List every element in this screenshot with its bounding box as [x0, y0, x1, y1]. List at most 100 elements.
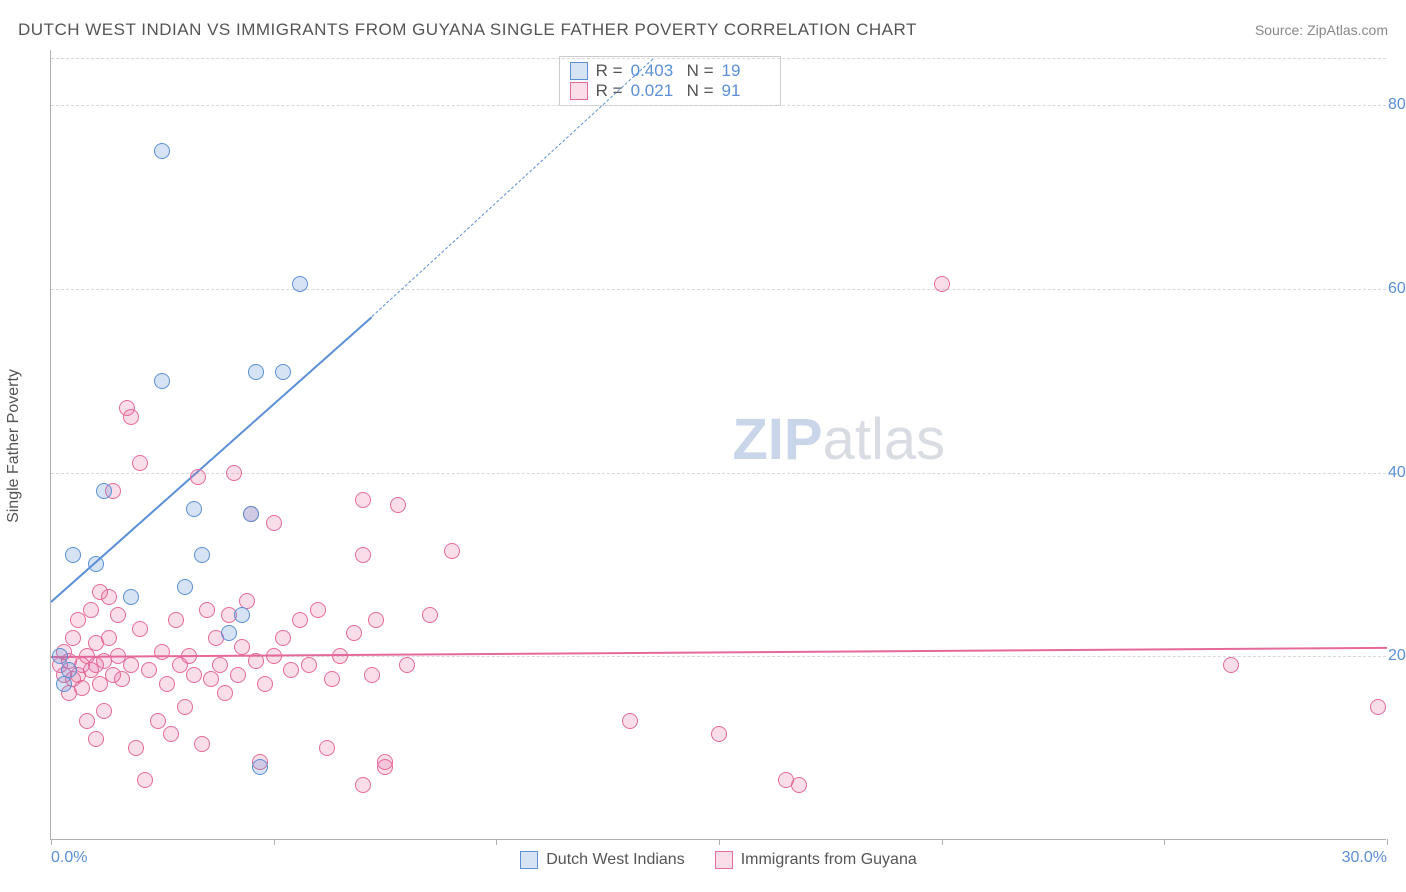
x-tick: [1164, 839, 1165, 845]
data-point: [252, 759, 268, 775]
data-point: [194, 547, 210, 563]
plot-area: ZIPatlas R = 0.403 N = 19 R = 0.021 N = …: [50, 50, 1386, 840]
data-point: [163, 726, 179, 742]
data-point: [275, 364, 291, 380]
data-point: [83, 602, 99, 618]
y-axis-label: Single Father Poverty: [5, 369, 23, 523]
n-value-pink: 91: [722, 81, 770, 101]
data-point: [355, 777, 371, 793]
data-point: [310, 602, 326, 618]
data-point: [301, 657, 317, 673]
y-tick-label: 40.0%: [1388, 464, 1406, 482]
data-point: [159, 676, 175, 692]
data-point: [168, 612, 184, 628]
data-point: [355, 492, 371, 508]
data-point: [292, 276, 308, 292]
data-point: [128, 740, 144, 756]
data-point: [248, 364, 264, 380]
legend-row-blue: R = 0.403 N = 19: [570, 61, 770, 81]
data-point: [177, 699, 193, 715]
data-point: [186, 667, 202, 683]
data-point: [132, 621, 148, 637]
x-tick: [274, 839, 275, 845]
x-tick: [51, 839, 52, 845]
data-point: [154, 143, 170, 159]
x-tick: [496, 839, 497, 845]
data-point: [74, 680, 90, 696]
series-legend: Dutch West Indians Immigrants from Guyan…: [51, 851, 1386, 869]
data-point: [230, 667, 246, 683]
data-point: [177, 579, 193, 595]
data-point: [186, 501, 202, 517]
swatch-blue: [570, 62, 588, 80]
data-point: [154, 644, 170, 660]
data-point: [199, 602, 215, 618]
data-point: [141, 662, 157, 678]
data-point: [194, 736, 210, 752]
trend-line: [371, 59, 652, 317]
data-point: [217, 685, 233, 701]
data-point: [319, 740, 335, 756]
data-point: [101, 630, 117, 646]
data-point: [243, 506, 259, 522]
swatch-pink: [715, 851, 733, 869]
data-point: [123, 589, 139, 605]
y-tick-label: 20.0%: [1388, 647, 1406, 665]
x-tick: [719, 839, 720, 845]
data-point: [123, 409, 139, 425]
data-point: [444, 543, 460, 559]
data-point: [934, 276, 950, 292]
correlation-legend: R = 0.403 N = 19 R = 0.021 N = 91: [559, 56, 781, 106]
data-point: [114, 671, 130, 687]
data-point: [791, 777, 807, 793]
gridline-h: [51, 289, 1386, 290]
legend-label-pink: Immigrants from Guyana: [741, 851, 917, 869]
data-point: [88, 556, 104, 572]
data-point: [221, 625, 237, 641]
watermark-zip: ZIP: [732, 407, 822, 472]
data-point: [61, 662, 77, 678]
y-tick-label: 60.0%: [1388, 280, 1406, 298]
data-point: [150, 713, 166, 729]
data-point: [79, 713, 95, 729]
data-point: [181, 648, 197, 664]
x-tick-label: 30.0%: [1342, 849, 1387, 867]
data-point: [266, 515, 282, 531]
data-point: [711, 726, 727, 742]
data-point: [137, 772, 153, 788]
chart-title: DUTCH WEST INDIAN VS IMMIGRANTS FROM GUY…: [18, 20, 917, 40]
legend-item-blue: Dutch West Indians: [520, 851, 684, 869]
data-point: [154, 373, 170, 389]
data-point: [257, 676, 273, 692]
data-point: [283, 662, 299, 678]
x-tick: [1387, 839, 1388, 845]
data-point: [1223, 657, 1239, 673]
data-point: [248, 653, 264, 669]
data-point: [65, 547, 81, 563]
data-point: [332, 648, 348, 664]
data-point: [88, 731, 104, 747]
data-point: [132, 455, 148, 471]
data-point: [212, 657, 228, 673]
data-point: [234, 639, 250, 655]
data-point: [101, 589, 117, 605]
legend-item-pink: Immigrants from Guyana: [715, 851, 917, 869]
data-point: [234, 607, 250, 623]
data-point: [422, 607, 438, 623]
watermark-atlas: atlas: [823, 407, 946, 472]
source-label: Source: ZipAtlas.com: [1255, 22, 1388, 38]
data-point: [1370, 699, 1386, 715]
data-point: [96, 483, 112, 499]
n-value-blue: 19: [722, 61, 770, 81]
data-point: [226, 465, 242, 481]
data-point: [390, 497, 406, 513]
gridline-h: [51, 58, 1386, 59]
r-value-pink: 0.021: [631, 81, 679, 101]
legend-row-pink: R = 0.021 N = 91: [570, 81, 770, 101]
data-point: [266, 648, 282, 664]
data-point: [123, 657, 139, 673]
data-point: [65, 630, 81, 646]
swatch-pink: [570, 82, 588, 100]
data-point: [622, 713, 638, 729]
gridline-h: [51, 105, 1386, 106]
